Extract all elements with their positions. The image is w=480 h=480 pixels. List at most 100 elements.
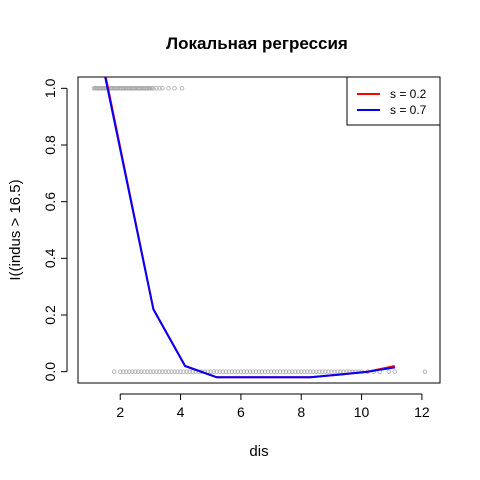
x-tick-label: 12 <box>414 404 430 420</box>
data-point <box>154 369 159 374</box>
data-point <box>157 86 162 91</box>
data-point <box>305 369 310 374</box>
data-point <box>280 369 286 374</box>
data-point <box>118 369 123 374</box>
data-point <box>151 86 156 91</box>
data-point <box>241 369 247 374</box>
data-point <box>392 369 397 374</box>
data-point <box>121 369 126 374</box>
data-point <box>175 369 180 374</box>
data-point <box>262 369 268 374</box>
data-point <box>314 369 319 374</box>
data-point <box>142 369 147 374</box>
y-tick-label: 0.6 <box>42 192 58 212</box>
data-point <box>148 369 153 374</box>
data-point <box>154 86 159 91</box>
data-point <box>326 369 331 374</box>
data-point <box>172 86 177 91</box>
data-point <box>220 369 225 374</box>
y-tick-label: 0.2 <box>42 305 58 325</box>
data-point <box>274 369 280 374</box>
plot-frame <box>77 76 441 384</box>
data-point <box>127 369 132 374</box>
data-point <box>184 369 189 374</box>
regression-lines <box>104 77 396 379</box>
legend-label-s07: s = 0.7 <box>390 103 427 117</box>
data-point <box>238 369 244 374</box>
data-point <box>190 369 195 374</box>
data-point <box>157 369 162 374</box>
data-point <box>308 369 313 374</box>
data-point <box>386 369 391 374</box>
data-point <box>145 369 150 374</box>
data-point <box>311 369 316 374</box>
legend: s = 0.2 s = 0.7 <box>346 76 441 126</box>
data-point <box>214 369 219 374</box>
data-point <box>293 369 298 374</box>
x-tick-label: 6 <box>237 404 245 420</box>
data-point <box>187 369 192 374</box>
data-point <box>268 369 274 374</box>
legend-box <box>346 76 441 126</box>
data-point <box>124 369 129 374</box>
data-point <box>166 86 171 91</box>
data-point <box>253 369 259 374</box>
data-point <box>179 86 185 91</box>
chart-title: Локальная регрессия <box>166 34 348 53</box>
data-point <box>151 369 156 374</box>
data-point <box>211 369 216 374</box>
x-tick-label: 4 <box>177 404 185 420</box>
data-point <box>178 369 183 374</box>
data-point <box>335 369 340 374</box>
x-axis-label: dis <box>249 443 268 460</box>
data-point <box>422 369 428 374</box>
y-tick-label: 0.8 <box>42 135 58 155</box>
y-axis-label: I((indus > 16.5) <box>7 179 24 280</box>
data-point <box>289 369 295 374</box>
data-point <box>160 86 165 91</box>
data-point <box>208 369 213 374</box>
data-point <box>130 369 135 374</box>
data-point <box>259 369 265 374</box>
data-point <box>136 369 141 374</box>
scatter-points <box>91 86 428 374</box>
data-point <box>139 369 144 374</box>
data-point <box>250 369 256 374</box>
data-point <box>163 369 168 374</box>
y-axis: 0.0 0.2 0.4 0.6 0.8 1.0 <box>42 78 68 382</box>
data-point <box>172 369 177 374</box>
data-point <box>329 369 334 374</box>
data-point <box>332 369 337 374</box>
series-line-s07 <box>104 77 395 379</box>
data-point <box>149 86 155 91</box>
x-tick-label: 2 <box>116 404 124 420</box>
data-point <box>181 369 186 374</box>
data-point <box>320 369 325 374</box>
data-point <box>133 369 138 374</box>
data-point <box>111 369 117 374</box>
data-point <box>160 369 165 374</box>
x-tick-label: 8 <box>297 404 305 420</box>
data-point <box>247 369 253 374</box>
y-tick-label: 0.4 <box>42 248 58 268</box>
data-point <box>323 369 328 374</box>
x-axis: 2 4 6 8 10 12 <box>116 393 430 420</box>
data-point <box>217 369 222 374</box>
data-point <box>338 369 343 374</box>
data-point <box>166 369 171 374</box>
data-point <box>226 369 232 374</box>
data-point <box>232 369 238 374</box>
data-point <box>299 369 304 374</box>
y-tick-label: 0.0 <box>42 362 58 382</box>
data-point <box>286 369 292 374</box>
data-point <box>148 86 153 91</box>
data-point <box>223 369 229 374</box>
data-point <box>302 369 307 374</box>
data-point <box>271 369 277 374</box>
y-tick-label: 1.0 <box>42 78 58 98</box>
data-point <box>277 369 283 374</box>
data-point <box>283 369 289 374</box>
data-point <box>229 369 235 374</box>
data-point <box>296 369 301 374</box>
